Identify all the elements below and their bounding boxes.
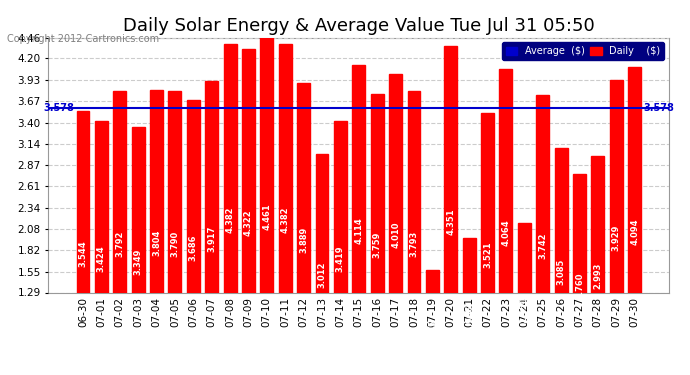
Text: 4.064: 4.064 xyxy=(502,219,511,246)
Bar xyxy=(408,91,420,375)
Text: 3.578: 3.578 xyxy=(644,104,675,114)
Text: 4.382: 4.382 xyxy=(226,207,235,233)
Text: 3.012: 3.012 xyxy=(317,262,326,288)
Bar xyxy=(573,174,586,375)
Text: 3.349: 3.349 xyxy=(134,248,143,275)
Text: 3.419: 3.419 xyxy=(336,246,345,272)
Bar xyxy=(353,65,365,375)
Text: 3.085: 3.085 xyxy=(557,259,566,285)
Text: 4.114: 4.114 xyxy=(354,217,364,244)
Text: 3.793: 3.793 xyxy=(409,231,418,257)
Text: Copyright 2012 Cartronics.com: Copyright 2012 Cartronics.com xyxy=(7,34,159,44)
Bar xyxy=(389,74,402,375)
Bar xyxy=(205,81,218,375)
Bar xyxy=(500,69,513,375)
Bar xyxy=(315,154,328,375)
Text: 3.544: 3.544 xyxy=(79,240,88,267)
Bar xyxy=(150,90,163,375)
Text: 3.929: 3.929 xyxy=(612,225,621,251)
Bar xyxy=(536,95,549,375)
Bar xyxy=(518,224,531,375)
Bar xyxy=(371,94,384,375)
Bar xyxy=(555,148,567,375)
Bar xyxy=(426,270,439,375)
Bar xyxy=(77,111,90,375)
Text: 2.760: 2.760 xyxy=(575,272,584,298)
Text: 3.790: 3.790 xyxy=(170,231,179,257)
Text: 3.804: 3.804 xyxy=(152,230,161,256)
Bar xyxy=(113,91,126,375)
Bar xyxy=(297,83,310,375)
Bar xyxy=(187,100,199,375)
Bar xyxy=(610,80,622,375)
Text: 4.382: 4.382 xyxy=(281,207,290,233)
Bar xyxy=(168,92,181,375)
Bar xyxy=(260,38,273,375)
Text: 3.742: 3.742 xyxy=(538,232,547,259)
Bar xyxy=(481,113,494,375)
Text: 3.759: 3.759 xyxy=(373,232,382,258)
Bar xyxy=(444,46,457,375)
Bar xyxy=(95,121,108,375)
Text: 4.351: 4.351 xyxy=(446,208,455,235)
Text: 1.575: 1.575 xyxy=(428,320,437,346)
Bar xyxy=(242,49,255,375)
Text: 3.686: 3.686 xyxy=(189,235,198,261)
Text: 4.010: 4.010 xyxy=(391,222,400,248)
Text: 3.424: 3.424 xyxy=(97,245,106,272)
Text: 3.792: 3.792 xyxy=(115,231,124,257)
Text: 2.993: 2.993 xyxy=(593,263,602,289)
Bar xyxy=(591,156,604,375)
Bar xyxy=(334,121,347,375)
Text: 2.150: 2.150 xyxy=(520,297,529,323)
Text: 4.322: 4.322 xyxy=(244,209,253,236)
Bar xyxy=(628,67,641,375)
Text: 4.094: 4.094 xyxy=(630,218,639,245)
Text: 3.578: 3.578 xyxy=(43,104,74,114)
Text: 4.461: 4.461 xyxy=(262,204,271,230)
Bar xyxy=(224,44,237,375)
Text: 3.521: 3.521 xyxy=(483,242,492,268)
Bar xyxy=(463,238,475,375)
Title: Daily Solar Energy & Average Value Tue Jul 31 05:50: Daily Solar Energy & Average Value Tue J… xyxy=(123,16,595,34)
Bar xyxy=(279,44,292,375)
Bar xyxy=(132,127,145,375)
Text: 3.889: 3.889 xyxy=(299,227,308,253)
Legend: Average  ($), Daily    ($): Average ($), Daily ($) xyxy=(502,42,664,60)
Text: 3.917: 3.917 xyxy=(207,225,216,252)
Text: 1.966: 1.966 xyxy=(464,304,473,330)
